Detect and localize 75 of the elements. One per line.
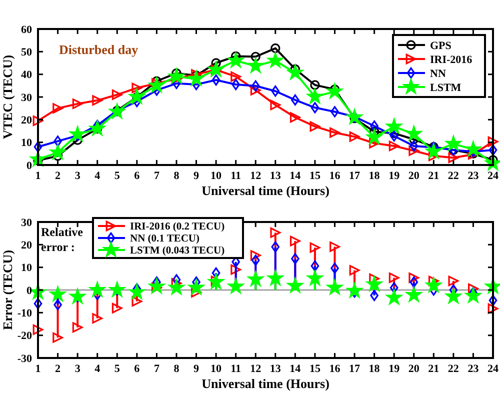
x-tick-label: 24 (488, 363, 499, 375)
y-tick-label: 40 (21, 69, 32, 82)
x-tick-label: 13 (270, 363, 282, 375)
legend-label: LSTM (0.043 TECU) (130, 246, 226, 257)
x-axis-title: Universal time (Hours) (202, 376, 330, 391)
x-tick-label: 23 (468, 363, 480, 375)
annotation: Disturbed day (59, 42, 139, 57)
x-tick-label: 18 (368, 363, 380, 375)
x-tick-label: 16 (329, 170, 341, 182)
y-tick-label: 50 (21, 46, 32, 59)
y-tick-label: 0 (26, 284, 32, 297)
legend-label: NN (430, 68, 446, 80)
x-tick-label: 3 (74, 170, 81, 182)
x-axis-title: Universal time (Hours) (202, 183, 330, 198)
x-tick-label: 18 (368, 170, 380, 182)
y-tick-label: -10 (17, 308, 32, 320)
x-tick-label: 17 (349, 363, 361, 375)
x-tick-label: 2 (55, 170, 62, 182)
y-axis-title: Error (TECU) (0, 250, 15, 330)
x-tick-label: 14 (290, 363, 302, 375)
x-tick-label: 9 (194, 170, 200, 182)
x-tick-label: 16 (329, 363, 341, 375)
x-tick-label: 5 (114, 170, 120, 182)
y-tick-label: 30 (21, 216, 32, 229)
x-tick-label: 21 (428, 170, 440, 182)
x-tick-label: 17 (349, 170, 361, 182)
x-tick-label: 15 (309, 363, 321, 375)
y-tick-label: -20 (17, 330, 32, 342)
x-tick-label: 15 (309, 170, 321, 182)
y-tick-label: 0 (26, 160, 32, 172)
x-tick-label: 4 (94, 363, 101, 375)
y-tick-label: -30 (17, 352, 32, 365)
x-tick-label: 21 (428, 363, 440, 375)
x-tick-label: 3 (74, 363, 81, 375)
x-tick-label: 2 (55, 363, 62, 375)
x-tick-label: 6 (134, 170, 140, 182)
x-tick-label: 7 (154, 170, 160, 182)
x-tick-label: 20 (408, 363, 420, 375)
x-tick-label: 7 (154, 363, 160, 375)
x-tick-label: 1 (35, 170, 41, 182)
x-tick-label: 11 (230, 363, 242, 375)
x-tick-label: 5 (114, 363, 120, 375)
y-tick-label: 30 (21, 92, 32, 104)
x-tick-label: 8 (174, 170, 180, 182)
x-tick-label: 19 (388, 363, 400, 375)
y-tick-label: 10 (21, 137, 32, 150)
x-tick-label: 22 (448, 170, 460, 182)
x-tick-label: 10 (210, 170, 222, 182)
x-tick-label: 10 (210, 363, 222, 375)
x-tick-label: 12 (250, 363, 262, 375)
x-tick-label: 4 (94, 170, 101, 182)
x-tick-label: 24 (488, 170, 499, 182)
y-tick-label: 20 (21, 240, 32, 252)
x-tick-label: 1 (35, 363, 41, 375)
x-tick-label: 8 (174, 363, 180, 375)
legend-label: IRI-2016 (0.2 TECU) (130, 222, 226, 233)
legend-label: LSTM (430, 82, 462, 94)
legend-label: IRI-2016 (430, 54, 473, 66)
y-tick-label: 10 (21, 262, 32, 274)
x-tick-label: 13 (270, 170, 282, 182)
legend-label: NN (0.1 TECU) (130, 234, 200, 245)
x-tick-label: 19 (388, 170, 400, 182)
x-tick-label: 20 (408, 170, 420, 182)
y-axis-title: VTEC (TECU) (0, 54, 15, 140)
x-tick-label: 6 (134, 363, 140, 375)
x-tick-label: 11 (230, 170, 242, 182)
x-tick-label: 14 (290, 170, 302, 182)
y-tick-label: 20 (21, 114, 32, 127)
annotation: Relative error : (41, 225, 84, 254)
x-tick-label: 12 (250, 170, 262, 182)
x-tick-label: 23 (468, 170, 480, 182)
x-tick-label: 9 (194, 363, 200, 375)
legend-label: GPS (430, 40, 452, 52)
y-tick-label: 60 (21, 24, 32, 36)
x-tick-label: 22 (448, 363, 460, 375)
